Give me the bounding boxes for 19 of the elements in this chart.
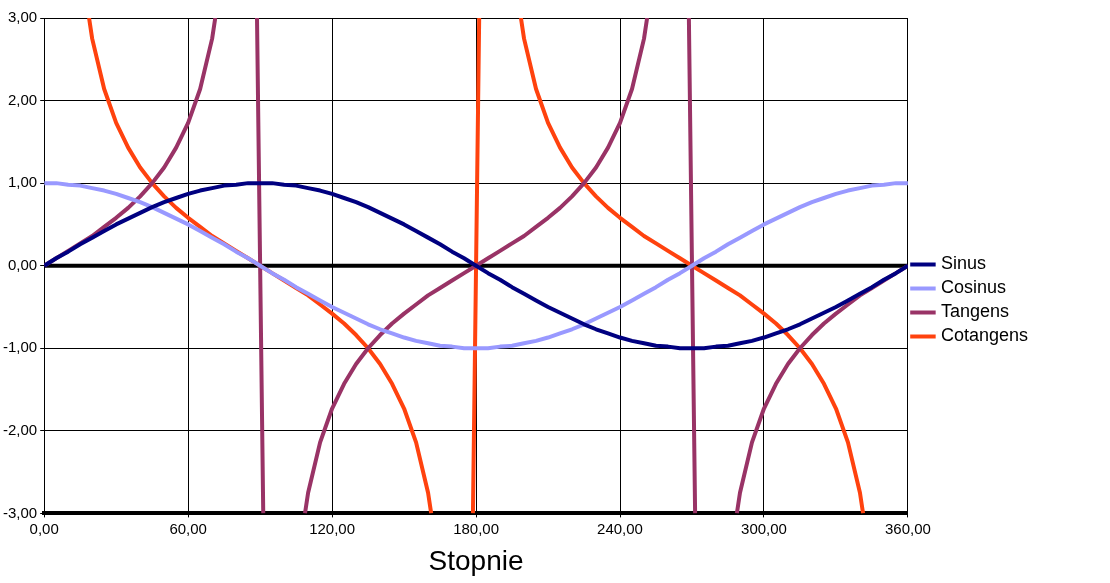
- y-tick-label: 2,00: [7, 90, 38, 108]
- x-tick-label: 60,00: [169, 519, 207, 537]
- x-tick-label: 360,00: [884, 519, 931, 537]
- y-tick-label: -2,00: [2, 420, 38, 438]
- legend-label: Cotangens: [940, 325, 1029, 346]
- x-tick-label: 180,00: [453, 519, 500, 537]
- x-tick-label: 240,00: [597, 519, 643, 537]
- legend-label: Cosinus: [940, 277, 1006, 298]
- y-tick-label: 1,00: [7, 173, 38, 191]
- legend-label: Tangens: [940, 301, 1009, 322]
- y-tick-label: -3,00: [2, 503, 38, 521]
- x-axis-title: Stopnie: [428, 544, 524, 576]
- x-tick-label: 300,00: [741, 519, 787, 537]
- x-tick-label: 0,00: [29, 519, 59, 537]
- y-tick-label: 0,00: [7, 255, 38, 273]
- x-tick-label: 120,00: [309, 519, 356, 537]
- legend-label: Sinus: [940, 253, 986, 274]
- y-tick-label: 3,00: [7, 8, 38, 26]
- y-tick-label: -1,00: [2, 338, 38, 356]
